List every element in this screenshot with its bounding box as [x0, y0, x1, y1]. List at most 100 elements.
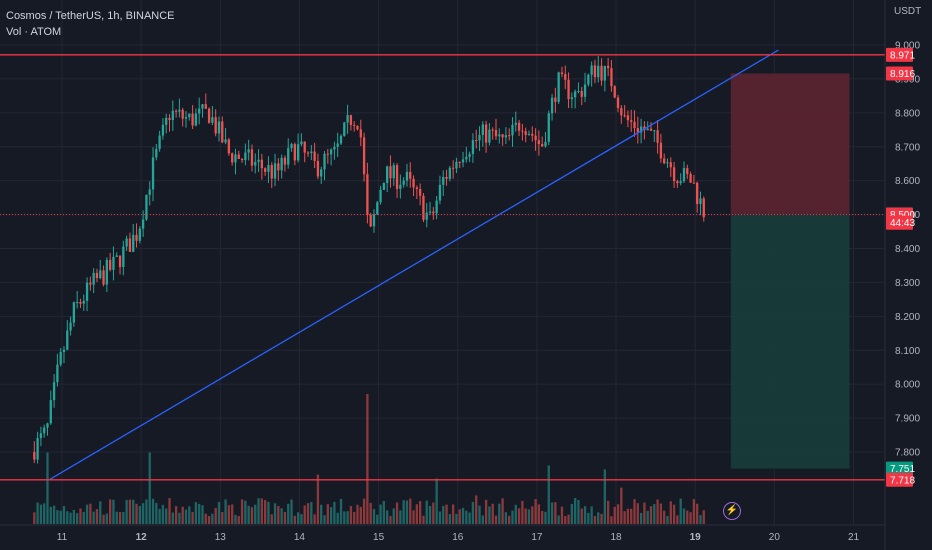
candle-body: [59, 351, 62, 365]
candle-body: [425, 212, 428, 220]
volume-bar: [66, 511, 69, 524]
candle-body: [188, 113, 191, 118]
candle-body: [524, 131, 527, 135]
candle-body: [158, 135, 161, 149]
candle-body: [481, 124, 484, 135]
candle-body: [590, 65, 593, 75]
volume-bar: [593, 515, 597, 524]
volume-bar: [514, 504, 517, 524]
candle-body: [56, 364, 59, 383]
candle-body: [580, 91, 583, 97]
candle-body: [250, 149, 254, 166]
candle-body: [280, 157, 283, 171]
candle-body: [613, 86, 616, 98]
candle-body: [66, 330, 69, 350]
candle-body: [475, 140, 478, 142]
volume-bar: [679, 498, 682, 524]
candle-body: [682, 168, 686, 182]
symbol-title[interactable]: Cosmos / TetherUS, 1h, BINANCE: [6, 10, 175, 22]
volume-bar: [663, 510, 666, 524]
price-tag-label: 7.751: [890, 464, 915, 475]
candle-body: [418, 188, 422, 196]
volume-bar: [412, 510, 415, 524]
candle-body: [290, 144, 293, 149]
candle-body: [593, 65, 597, 78]
volume-bar: [128, 499, 132, 524]
volume-bar: [521, 500, 524, 524]
candle-body: [649, 128, 653, 131]
volume-bar: [438, 511, 442, 524]
candle-body: [610, 68, 613, 87]
candle-body: [148, 189, 151, 195]
x-tick-label: 19: [690, 532, 702, 543]
candle-body: [412, 178, 415, 188]
x-tick-label: 12: [136, 532, 148, 543]
volume-bar: [62, 506, 66, 524]
candle-body: [207, 108, 211, 123]
volume-bar: [666, 515, 669, 524]
candle-body: [468, 153, 471, 157]
volume-bar: [458, 509, 461, 524]
volume-bar: [250, 507, 254, 524]
volume-bar: [504, 512, 508, 524]
candle-body: [267, 165, 270, 172]
candle-body: [49, 400, 52, 424]
candle-body: [125, 238, 128, 247]
candle-body: [362, 137, 366, 175]
candle-body: [283, 157, 287, 165]
volume-bar: [105, 513, 109, 524]
candle-body: [382, 182, 386, 190]
volume-bar: [577, 500, 580, 524]
candle-body: [442, 176, 445, 185]
price-tag-label: 8.916: [890, 69, 915, 80]
x-tick-label: 18: [610, 532, 622, 543]
candle-body: [534, 135, 537, 141]
chart-legend: Cosmos / TetherUS, 1h, BINANCE Vol · ATO…: [6, 8, 175, 40]
volume-bar: [72, 509, 76, 524]
candle-body: [122, 246, 125, 268]
volume-bar: [359, 506, 362, 524]
volume-bar: [428, 505, 432, 524]
volume-bar: [108, 499, 112, 524]
volume-bar: [234, 514, 237, 524]
volume-bar: [616, 504, 620, 524]
candle-body: [699, 198, 702, 205]
volume-bar: [541, 510, 544, 524]
candle-body: [606, 65, 610, 69]
volume-bar: [306, 503, 310, 524]
volume-bar: [448, 514, 451, 524]
candle-body: [577, 91, 580, 93]
candle-body: [636, 128, 639, 133]
volume-bar: [148, 452, 151, 524]
volume-bar: [267, 501, 270, 524]
candle-body: [395, 165, 399, 189]
candle-body: [346, 115, 349, 123]
volume-bar: [626, 508, 630, 524]
volume-bar: [161, 504, 165, 524]
price-tag: [886, 461, 913, 476]
volume-bar: [158, 508, 161, 524]
volume-bar: [76, 513, 79, 524]
y-tick-label: 7.800: [895, 448, 920, 459]
volume-bar: [475, 495, 478, 524]
candle-body: [600, 65, 603, 81]
volume-bar: [254, 504, 257, 524]
volume-bar: [606, 500, 610, 524]
candle-body: [448, 167, 451, 179]
volume-indicator-label[interactable]: Vol · ATOM: [6, 26, 62, 38]
candle-body: [696, 182, 699, 205]
volume-bar: [184, 509, 188, 524]
volume-bar: [531, 506, 534, 524]
volume-bar: [102, 514, 105, 524]
candle-body: [379, 189, 382, 203]
candle-body: [316, 160, 320, 177]
y-tick-label: 8.400: [895, 244, 920, 255]
candle-body: [451, 167, 455, 169]
lightning-icon[interactable]: ⚡: [723, 502, 741, 520]
candle-body: [310, 151, 313, 153]
candle-body: [702, 198, 705, 218]
candle-body: [521, 130, 524, 132]
volume-bar: [89, 503, 92, 524]
candle-body: [544, 141, 547, 147]
